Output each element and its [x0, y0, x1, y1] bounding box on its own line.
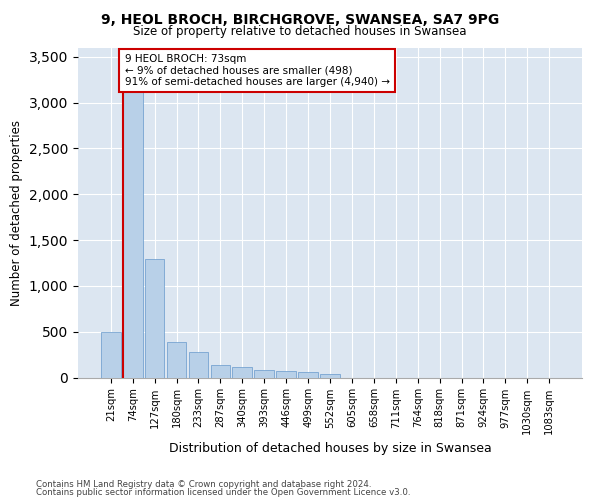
- Text: 9, HEOL BROCH, BIRCHGROVE, SWANSEA, SA7 9PG: 9, HEOL BROCH, BIRCHGROVE, SWANSEA, SA7 …: [101, 12, 499, 26]
- Bar: [123, 66, 143, 378]
- Y-axis label: Number of detached properties: Number of detached properties: [10, 120, 23, 306]
- Bar: [320, 374, 340, 378]
- Bar: [101, 332, 121, 378]
- Bar: [254, 370, 274, 378]
- Bar: [145, 259, 164, 378]
- Bar: [232, 366, 252, 378]
- Bar: [211, 365, 230, 378]
- Bar: [188, 352, 208, 378]
- Bar: [167, 342, 187, 378]
- Text: 9 HEOL BROCH: 73sqm
← 9% of detached houses are smaller (498)
91% of semi-detach: 9 HEOL BROCH: 73sqm ← 9% of detached hou…: [125, 54, 389, 87]
- Text: Contains HM Land Registry data © Crown copyright and database right 2024.: Contains HM Land Registry data © Crown c…: [36, 480, 371, 489]
- X-axis label: Distribution of detached houses by size in Swansea: Distribution of detached houses by size …: [169, 442, 491, 455]
- Text: Contains public sector information licensed under the Open Government Licence v3: Contains public sector information licen…: [36, 488, 410, 497]
- Text: Size of property relative to detached houses in Swansea: Size of property relative to detached ho…: [133, 25, 467, 38]
- Bar: [276, 372, 296, 378]
- Bar: [298, 372, 318, 378]
